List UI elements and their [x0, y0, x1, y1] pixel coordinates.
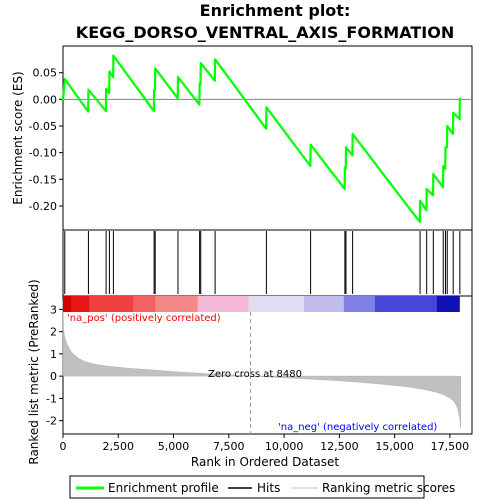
es-tick-label: 0.00	[33, 93, 58, 106]
zero-cross-label: Zero cross at 8480	[208, 369, 302, 380]
es-tick-label: -0.15	[29, 173, 57, 186]
hits-panel-frame	[62, 229, 473, 297]
es-tick-label: -0.05	[29, 120, 57, 133]
x-tick-label: 2,500	[103, 440, 135, 453]
x-tick-label: 17,500	[431, 440, 470, 453]
legend-es-label: Enrichment profile	[108, 481, 219, 495]
colorbar-segment	[133, 296, 156, 312]
colorbar-segment	[63, 296, 72, 312]
colorbar-segment	[71, 296, 90, 312]
colorbar-segment	[303, 296, 344, 312]
x-tick-label: 5,000	[158, 440, 190, 453]
legend-box	[69, 475, 425, 499]
metric-tick-label: 3	[50, 303, 57, 316]
colorbar-segment	[89, 296, 134, 312]
colorbar-segment	[155, 296, 198, 312]
colorbar-segment	[248, 296, 304, 312]
x-tick-label: 0	[60, 440, 67, 453]
es-line	[61, 54, 461, 224]
x-tick-label: 7,500	[213, 440, 245, 453]
metric-tick-label: -1	[46, 392, 57, 405]
metric-tick-label: -2	[46, 415, 57, 428]
metric-tick-label: 0	[50, 370, 57, 383]
es-panel-frame	[62, 45, 473, 231]
metric-area	[62, 300, 461, 429]
chart-title-line2: KEGG_DORSO_VENTRAL_AXIS_FORMATION	[76, 23, 454, 42]
metric-axis-label: Ranked list metric (PreRanked)	[27, 279, 41, 464]
es-axis-label: Enrichment score (ES)	[11, 71, 25, 204]
pos-correlated-label: 'na_pos' (positively correlated)	[67, 313, 221, 324]
legend-hits-label: Hits	[257, 481, 280, 495]
es-tick-label: -0.20	[29, 200, 57, 213]
legend-metric-label: Ranking metric scores	[322, 481, 455, 495]
colorbar-segment	[343, 296, 375, 312]
colorbar-segment	[197, 296, 249, 312]
x-axis-label: Rank in Ordered Dataset	[191, 455, 339, 469]
neg-correlated-label: 'na_neg' (negatively correlated)	[278, 422, 437, 433]
metric-tick-label: 2	[50, 326, 57, 339]
colorbar-segment	[436, 296, 460, 312]
x-tick-label: 15,000	[375, 440, 414, 453]
metric-tick-label: 1	[50, 348, 57, 361]
x-tick-label: 10,000	[265, 440, 304, 453]
chart-title-line1: Enrichment plot:	[200, 1, 351, 20]
x-tick-label: 12,500	[320, 440, 359, 453]
es-tick-label: 0.05	[33, 67, 58, 80]
es-tick-label: -0.10	[29, 147, 57, 160]
colorbar-segment	[374, 296, 437, 312]
